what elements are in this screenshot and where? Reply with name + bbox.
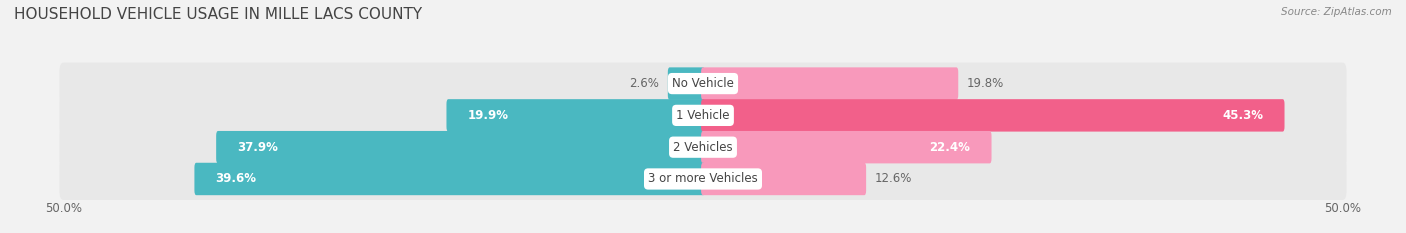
FancyBboxPatch shape	[194, 163, 704, 195]
Text: 2.6%: 2.6%	[630, 77, 659, 90]
Text: 3 or more Vehicles: 3 or more Vehicles	[648, 172, 758, 185]
FancyBboxPatch shape	[447, 99, 704, 132]
FancyBboxPatch shape	[702, 99, 1285, 132]
FancyBboxPatch shape	[217, 131, 704, 163]
Text: 1 Vehicle: 1 Vehicle	[676, 109, 730, 122]
FancyBboxPatch shape	[59, 158, 1347, 200]
Text: 22.4%: 22.4%	[929, 141, 970, 154]
Text: 39.6%: 39.6%	[215, 172, 256, 185]
Text: Source: ZipAtlas.com: Source: ZipAtlas.com	[1281, 7, 1392, 17]
Text: HOUSEHOLD VEHICLE USAGE IN MILLE LACS COUNTY: HOUSEHOLD VEHICLE USAGE IN MILLE LACS CO…	[14, 7, 422, 22]
FancyBboxPatch shape	[702, 163, 866, 195]
Text: No Vehicle: No Vehicle	[672, 77, 734, 90]
FancyBboxPatch shape	[702, 131, 991, 163]
FancyBboxPatch shape	[702, 67, 959, 100]
Text: 45.3%: 45.3%	[1222, 109, 1264, 122]
FancyBboxPatch shape	[668, 67, 704, 100]
FancyBboxPatch shape	[59, 63, 1347, 105]
Text: 19.8%: 19.8%	[966, 77, 1004, 90]
Text: 19.9%: 19.9%	[468, 109, 509, 122]
Text: 37.9%: 37.9%	[238, 141, 278, 154]
FancyBboxPatch shape	[59, 126, 1347, 168]
FancyBboxPatch shape	[59, 94, 1347, 136]
Text: 2 Vehicles: 2 Vehicles	[673, 141, 733, 154]
Text: 12.6%: 12.6%	[875, 172, 912, 185]
